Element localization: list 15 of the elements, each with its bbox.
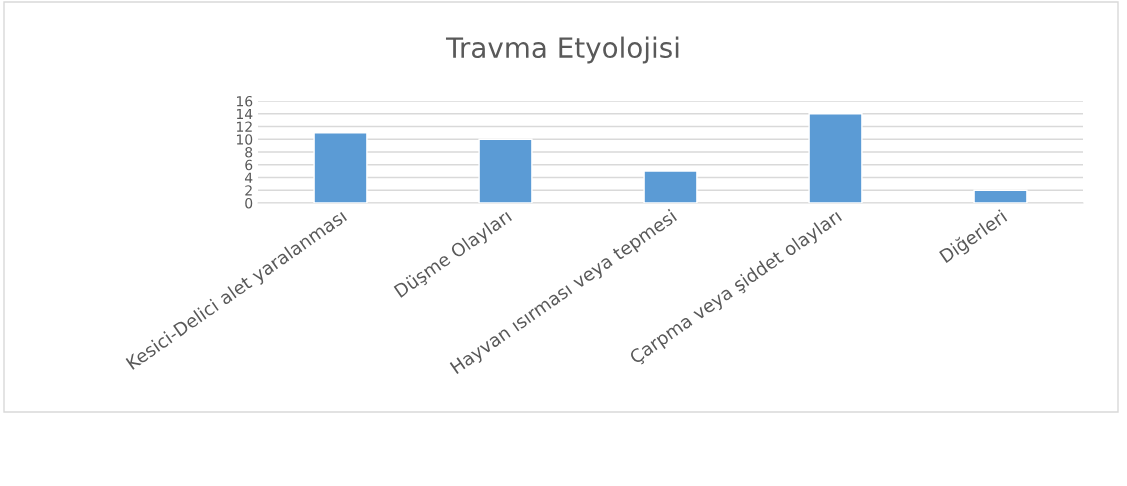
y-tick-label: 2 bbox=[245, 185, 252, 196]
y-tick-label: 0 bbox=[245, 197, 253, 209]
y-tick-label: 4 bbox=[244, 172, 253, 183]
bar bbox=[313, 132, 368, 203]
y-tick-label: 8 bbox=[245, 146, 253, 158]
bar bbox=[808, 113, 863, 203]
y-tick-label: 10 bbox=[236, 134, 253, 145]
bar bbox=[478, 138, 533, 203]
chart-title: Travma Etyolojisi bbox=[445, 36, 679, 64]
y-tick-label: 16 bbox=[236, 95, 253, 107]
bar bbox=[973, 189, 1028, 203]
bar bbox=[643, 170, 698, 203]
y-tick-label: 14 bbox=[236, 108, 253, 120]
y-tick-label: 6 bbox=[245, 159, 253, 171]
y-tick-label: 12 bbox=[236, 121, 252, 132]
